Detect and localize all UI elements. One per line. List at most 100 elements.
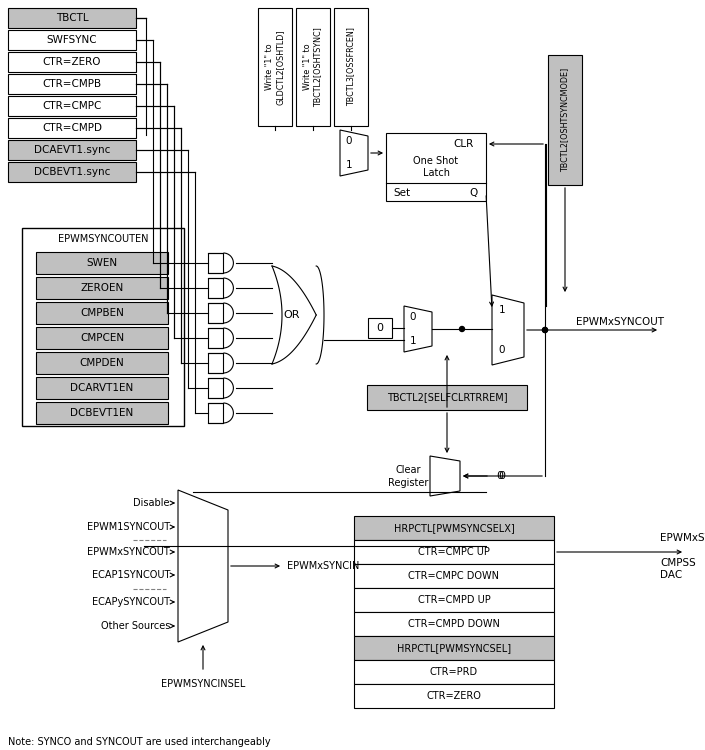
- Text: CMPSS
DAC: CMPSS DAC: [660, 558, 696, 580]
- Text: CMPDEN: CMPDEN: [80, 358, 124, 368]
- Bar: [36, 352, 168, 374]
- Bar: [354, 636, 554, 660]
- Text: DCBEVT1.sync: DCBEVT1.sync: [34, 167, 110, 177]
- Text: CTR=ZERO: CTR=ZERO: [427, 691, 482, 701]
- Text: Clear: Clear: [396, 465, 421, 475]
- Text: HRPCTL[PWMSYNCSELX]: HRPCTL[PWMSYNCSELX]: [393, 523, 515, 533]
- Bar: [22, 228, 184, 426]
- Text: SWFSYNC: SWFSYNC: [47, 35, 97, 45]
- Text: TBCTL: TBCTL: [56, 13, 88, 23]
- Text: ECAP1SYNCOUT: ECAP1SYNCOUT: [92, 570, 170, 580]
- Bar: [367, 385, 527, 410]
- Bar: [208, 353, 223, 373]
- Text: Set: Set: [393, 188, 410, 198]
- Text: TBCTL2[SELFCLRTRREM]: TBCTL2[SELFCLRTRREM]: [386, 392, 508, 403]
- Text: Write "1" to
GLDCTL2[OSHTLD]: Write "1" to GLDCTL2[OSHTLD]: [265, 29, 285, 105]
- Text: 1: 1: [498, 305, 505, 315]
- Text: EPWM1SYNCOUT: EPWM1SYNCOUT: [87, 522, 170, 532]
- Bar: [8, 96, 136, 116]
- Text: One Shot
Latch: One Shot Latch: [413, 156, 458, 178]
- Text: EPWMSYNCOUTEN: EPWMSYNCOUTEN: [58, 234, 148, 244]
- Text: 0: 0: [498, 471, 505, 481]
- Text: 0: 0: [496, 471, 503, 481]
- Bar: [208, 253, 223, 273]
- Text: 0: 0: [376, 323, 384, 333]
- Text: 0: 0: [345, 136, 352, 146]
- Text: CTR=ZERO: CTR=ZERO: [43, 57, 102, 67]
- Bar: [8, 74, 136, 94]
- Bar: [8, 140, 136, 160]
- Bar: [354, 540, 554, 564]
- Bar: [258, 8, 292, 126]
- Text: CTR=CMPB: CTR=CMPB: [42, 79, 102, 89]
- Text: CTR=CMPC UP: CTR=CMPC UP: [418, 547, 490, 557]
- Bar: [8, 162, 136, 182]
- Bar: [368, 318, 392, 338]
- Text: CMPCEN: CMPCEN: [80, 333, 124, 343]
- Polygon shape: [340, 130, 368, 176]
- Bar: [8, 118, 136, 138]
- Bar: [548, 55, 582, 185]
- Text: DCAEVT1.sync: DCAEVT1.sync: [34, 145, 110, 155]
- Text: CTR=CMPD UP: CTR=CMPD UP: [417, 595, 491, 605]
- Text: CTR=CMPD DOWN: CTR=CMPD DOWN: [408, 619, 500, 629]
- Circle shape: [543, 328, 548, 332]
- Bar: [36, 277, 168, 299]
- Circle shape: [460, 326, 465, 332]
- Bar: [334, 8, 368, 126]
- Bar: [208, 403, 223, 423]
- Text: Note: SYNCO and SYNCOUT are used interchangeably: Note: SYNCO and SYNCOUT are used interch…: [8, 737, 271, 747]
- Bar: [354, 684, 554, 708]
- Bar: [208, 303, 223, 323]
- Bar: [354, 660, 554, 684]
- Circle shape: [543, 328, 548, 332]
- Polygon shape: [430, 456, 460, 496]
- Text: Other Sources: Other Sources: [101, 621, 170, 631]
- Text: Disable: Disable: [133, 498, 170, 508]
- Bar: [36, 252, 168, 274]
- Text: TBCTL2[OSHTSYNCMODE]: TBCTL2[OSHTSYNCMODE]: [560, 68, 570, 172]
- Text: Write "1" to
TBCTL2[OSHTSYNC]: Write "1" to TBCTL2[OSHTSYNC]: [303, 27, 323, 107]
- Bar: [296, 8, 330, 126]
- Text: HRPCTL[PWMSYNCSEL]: HRPCTL[PWMSYNCSEL]: [397, 643, 511, 653]
- Bar: [354, 612, 554, 636]
- Bar: [354, 564, 554, 588]
- Text: EPWMxSYNCIN: EPWMxSYNCIN: [287, 561, 359, 571]
- Bar: [36, 302, 168, 324]
- Text: EPWMSYNCINSEL: EPWMSYNCINSEL: [161, 679, 245, 689]
- Bar: [8, 30, 136, 50]
- Text: Register: Register: [388, 478, 428, 488]
- Text: OR: OR: [283, 310, 300, 320]
- Bar: [36, 377, 168, 399]
- Text: CTR=CMPC: CTR=CMPC: [42, 101, 102, 111]
- Text: 1: 1: [410, 336, 417, 346]
- Text: EPWMxSYNCOUT: EPWMxSYNCOUT: [576, 317, 664, 327]
- Text: TBCTL3[OSSFRCEN]: TBCTL3[OSSFRCEN]: [346, 28, 355, 106]
- Bar: [354, 588, 554, 612]
- Text: Q: Q: [470, 188, 478, 198]
- Text: CLR: CLR: [454, 139, 474, 149]
- Text: 0: 0: [410, 312, 416, 322]
- Text: EPWMxSYNCOUT: EPWMxSYNCOUT: [87, 547, 170, 557]
- Text: ZEROEN: ZEROEN: [80, 283, 123, 293]
- Text: CTR=CMPC DOWN: CTR=CMPC DOWN: [408, 571, 500, 581]
- Text: CTR=PRD: CTR=PRD: [430, 667, 478, 677]
- Bar: [8, 52, 136, 72]
- Text: CTR=CMPD: CTR=CMPD: [42, 123, 102, 133]
- Bar: [354, 516, 554, 540]
- Bar: [208, 328, 223, 348]
- Text: 0: 0: [498, 345, 505, 355]
- Bar: [386, 133, 486, 201]
- Text: ECAPySYNCOUT: ECAPySYNCOUT: [92, 597, 170, 607]
- Bar: [8, 8, 136, 28]
- Polygon shape: [492, 295, 524, 365]
- Text: 1: 1: [345, 160, 352, 170]
- Text: DCARVT1EN: DCARVT1EN: [70, 383, 134, 393]
- Polygon shape: [178, 490, 228, 642]
- Text: CMPBEN: CMPBEN: [80, 308, 124, 318]
- Text: SWEN: SWEN: [87, 258, 118, 268]
- Bar: [208, 278, 223, 298]
- Text: DCBEVT1EN: DCBEVT1EN: [70, 408, 134, 418]
- Bar: [36, 327, 168, 349]
- Bar: [208, 378, 223, 398]
